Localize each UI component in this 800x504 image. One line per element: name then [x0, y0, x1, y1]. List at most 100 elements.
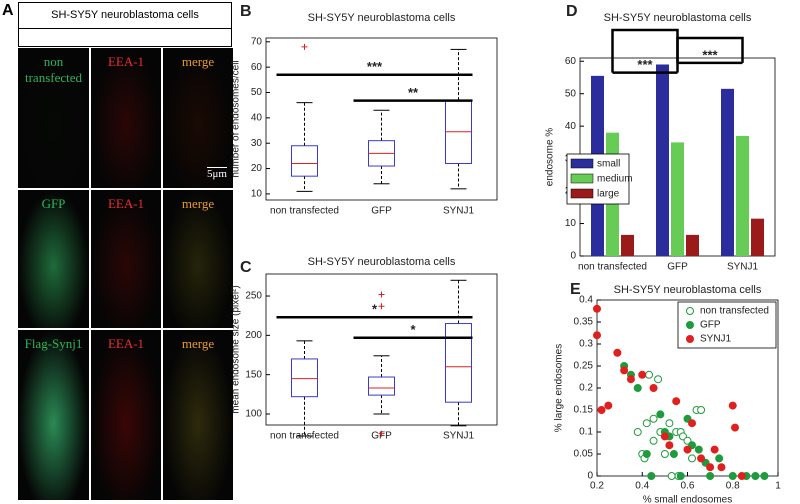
point — [731, 423, 740, 432]
outlier — [378, 430, 385, 437]
y-tick-label: 70 — [251, 36, 263, 47]
significance-label: *** — [702, 47, 718, 62]
significance-label: * — [372, 302, 378, 317]
point — [665, 419, 674, 428]
point — [669, 450, 678, 458]
legend-marker — [686, 335, 694, 343]
significance-label: *** — [367, 59, 383, 74]
y-tick-label: 0.1 — [579, 427, 593, 438]
legend-swatch — [570, 158, 594, 169]
point — [737, 472, 746, 480]
legend-marker — [686, 307, 694, 315]
chart-title: SH-SY5Y neuroblastoma cells — [614, 284, 762, 296]
bar — [751, 218, 764, 256]
chart-title: SH-SY5Y neuroblastoma cells — [308, 12, 456, 24]
y-tick-label: 30 — [251, 138, 263, 149]
y-tick-label: 250 — [245, 291, 262, 302]
image-label: EEA-1 — [107, 336, 145, 351]
micrograph: EEA-1 — [91, 330, 161, 500]
point — [645, 370, 654, 379]
micrograph: merge — [163, 330, 233, 500]
image-label: EEA-1 — [107, 54, 145, 69]
point — [688, 454, 697, 463]
point — [751, 472, 760, 480]
panel-label: D — [566, 3, 578, 20]
y-axis-label: endosome % — [545, 128, 556, 186]
image-label: merge — [181, 196, 215, 211]
box — [445, 323, 472, 403]
point — [706, 463, 715, 472]
image-label: merge — [181, 54, 215, 69]
scale-bar: 5μm — [207, 167, 227, 180]
y-tick-label: 60 — [565, 56, 577, 67]
y-tick-label: 0.3 — [579, 339, 593, 350]
y-tick-label: 0.15 — [574, 405, 594, 416]
point — [728, 472, 737, 480]
bar — [736, 135, 749, 256]
x-tick-label: 0.8 — [726, 481, 740, 492]
significance-label: *** — [637, 57, 653, 72]
legend-label: non transfected — [700, 306, 769, 317]
x-tick-label: GFP — [371, 206, 392, 217]
legend-swatch — [570, 188, 594, 199]
x-tick-label: non transfected — [578, 262, 647, 273]
plot-frame — [265, 37, 498, 201]
point — [638, 370, 647, 379]
point — [649, 414, 658, 423]
plot-frame — [265, 273, 498, 426]
panel-label: B — [240, 3, 252, 20]
y-tick-label: 150 — [245, 369, 262, 380]
micrograph: GFP — [18, 190, 89, 328]
point — [715, 454, 724, 463]
point — [649, 384, 658, 392]
x-tick-label: non transfected — [270, 206, 339, 217]
legend-marker — [686, 321, 694, 329]
x-tick-label: 1 — [775, 481, 781, 492]
y-tick-label: 0 — [570, 251, 576, 262]
y-axis-label: mean endosome size (pixel²) — [231, 285, 242, 413]
chart-title: SH-SY5Y neuroblastoma cells — [604, 12, 752, 24]
point — [633, 428, 642, 436]
legend-label: small — [597, 159, 620, 170]
point — [642, 450, 651, 458]
micrograph: EEA-1 — [91, 48, 161, 188]
micrograph: merge 5μm — [163, 48, 233, 188]
point — [660, 450, 669, 458]
point — [697, 454, 706, 463]
point — [676, 472, 685, 480]
bar — [671, 142, 684, 256]
point — [683, 445, 692, 454]
significance-label: * — [410, 322, 416, 337]
point — [660, 432, 669, 441]
x-tick-label: 0.2 — [590, 481, 604, 492]
x-tick-label: 0.6 — [681, 481, 695, 492]
point — [710, 445, 719, 454]
point — [604, 401, 613, 410]
point — [665, 441, 674, 450]
point — [694, 445, 703, 454]
significance-bracket — [676, 36, 744, 63]
point — [597, 406, 606, 414]
box — [291, 358, 318, 398]
chart-title: SH-SY5Y neuroblastoma cells — [308, 256, 456, 268]
point — [647, 472, 656, 480]
y-tick-label: 0.2 — [579, 383, 593, 394]
significance-label: ** — [408, 85, 419, 100]
header-box — [18, 28, 232, 47]
y-axis-label: % large endosomes — [554, 344, 565, 432]
point — [656, 410, 665, 419]
y-tick-label: 0.25 — [574, 361, 594, 372]
y-tick-label: 0.05 — [574, 449, 594, 460]
legend-swatch — [570, 173, 594, 184]
y-tick-label: 40 — [565, 121, 577, 132]
point — [760, 472, 769, 480]
bar — [621, 234, 634, 256]
point — [688, 419, 697, 428]
point — [633, 384, 642, 392]
micrograph: EEA-1 — [91, 190, 161, 328]
x-tick-label: SYNJ1 — [727, 262, 759, 273]
panel-label: E — [570, 281, 581, 298]
box — [291, 145, 318, 177]
box — [368, 376, 395, 396]
